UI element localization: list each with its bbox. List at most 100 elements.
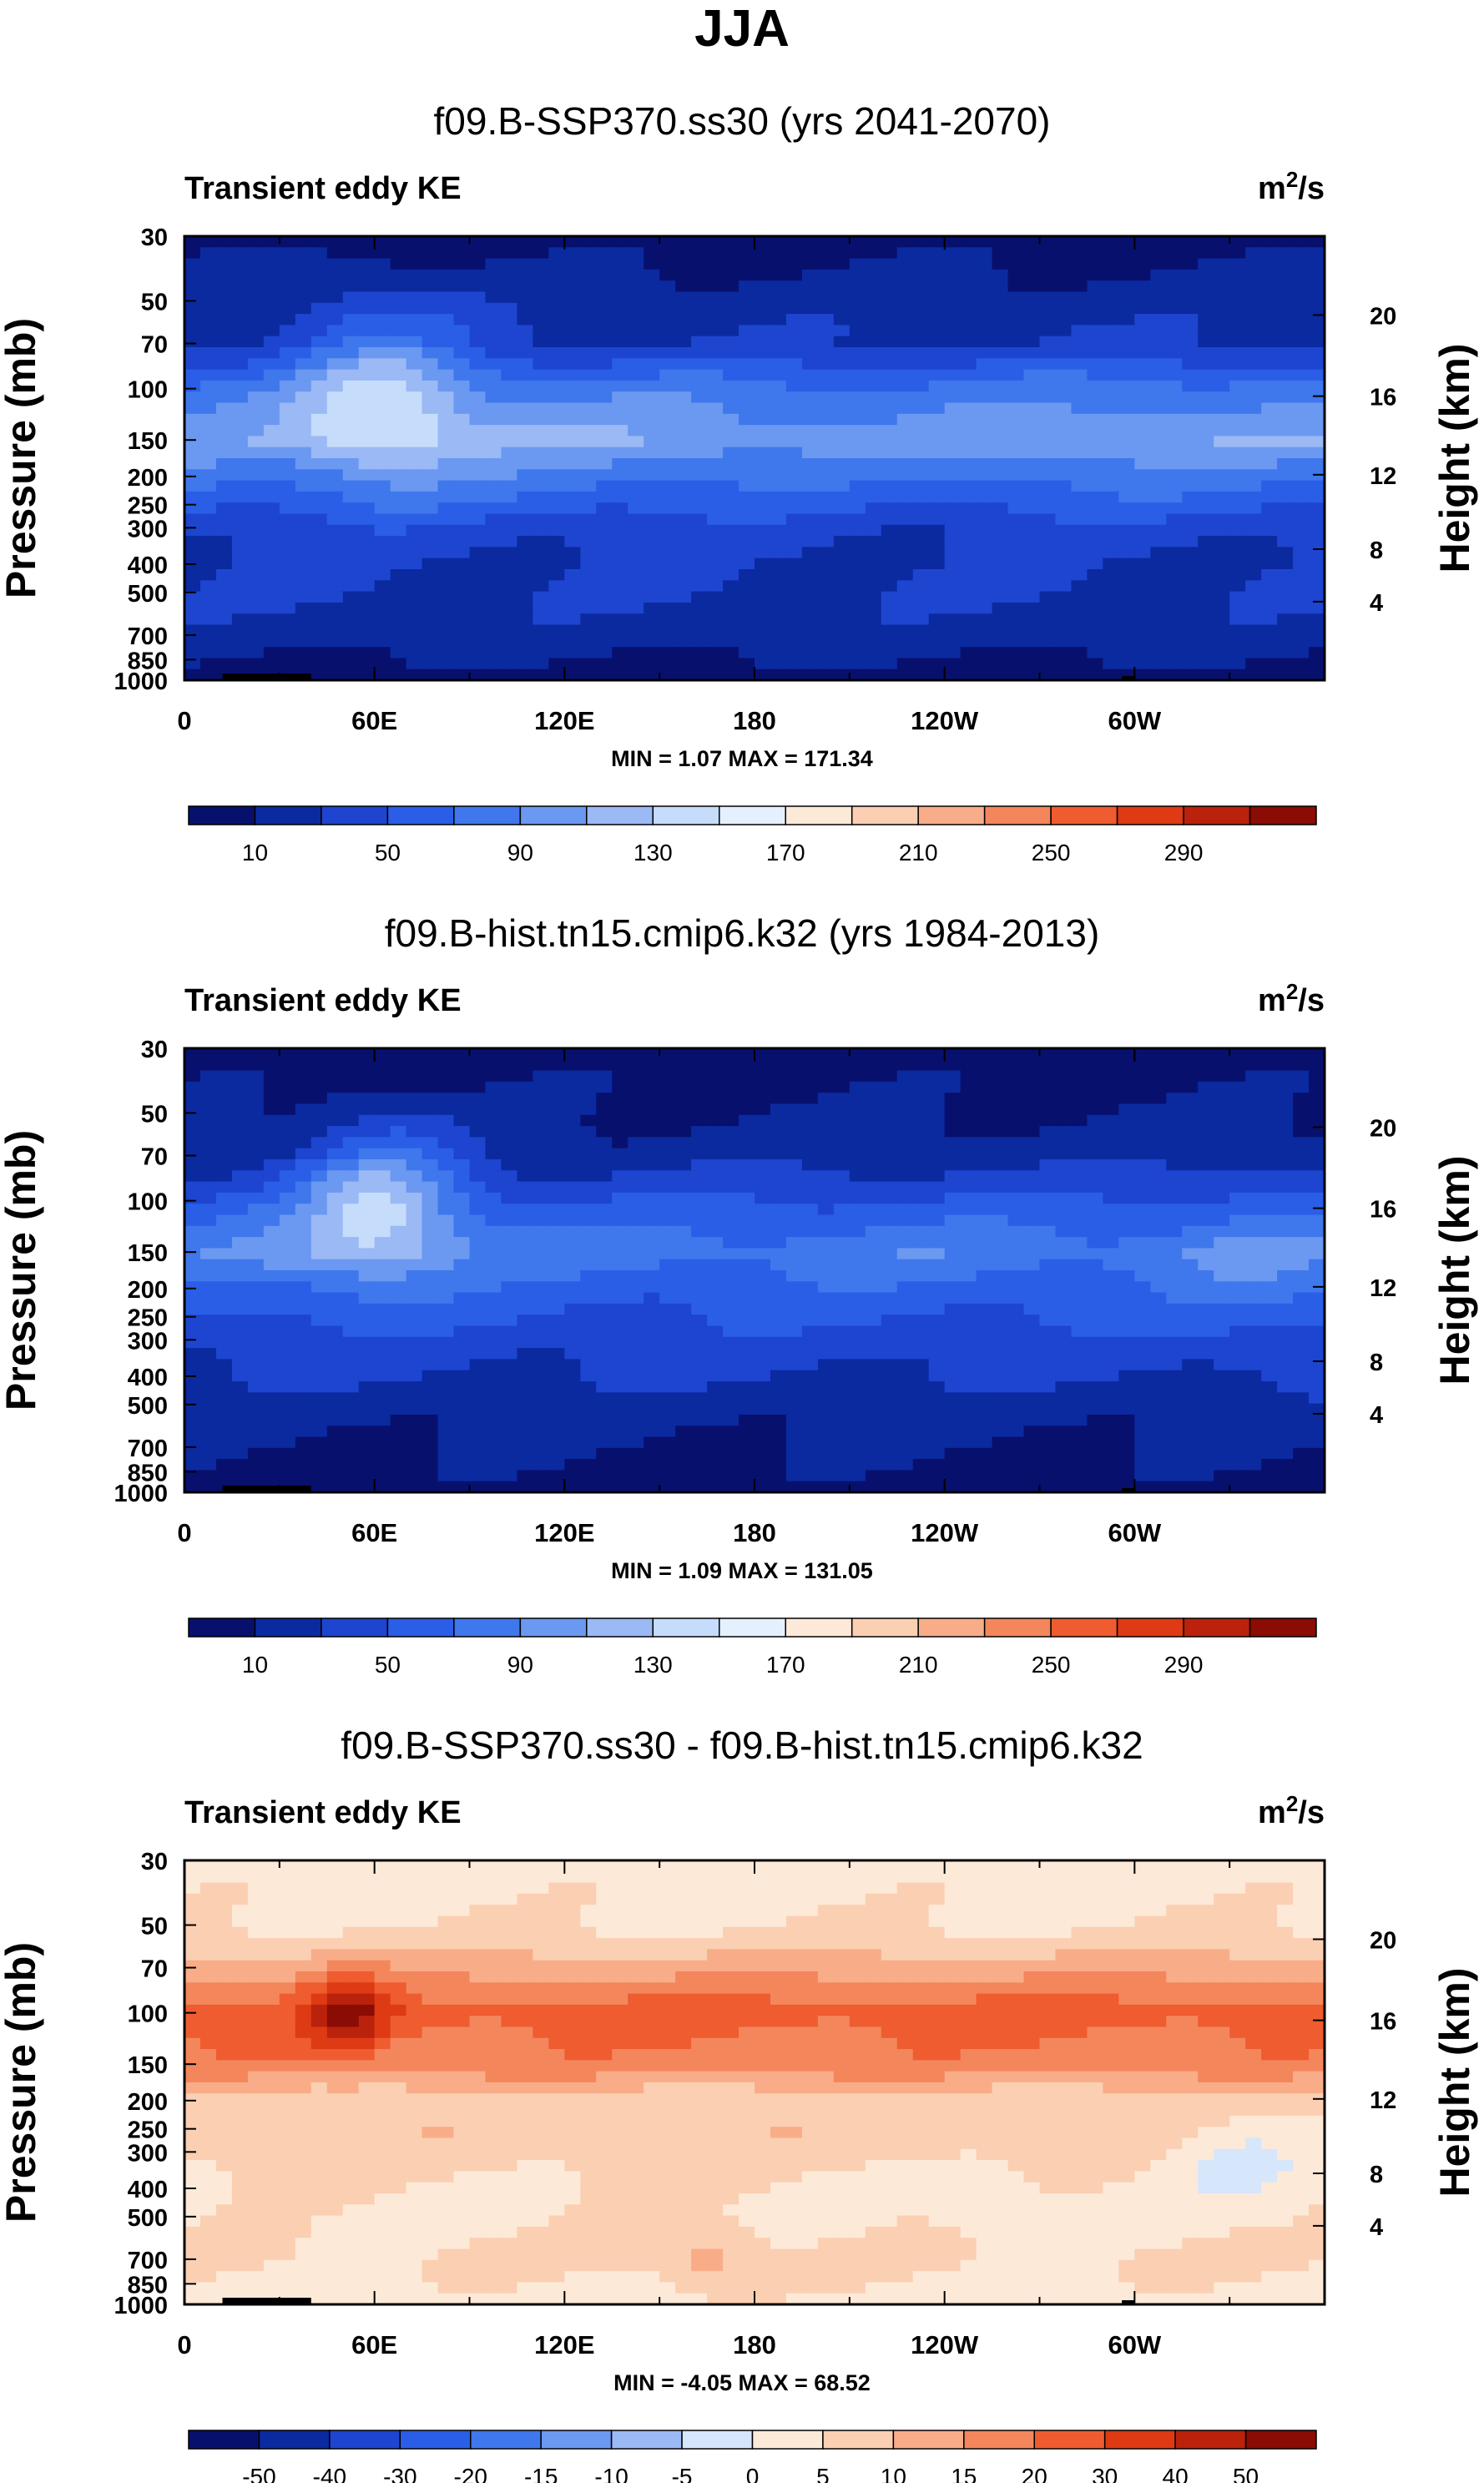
contour-cell [1150,413,1167,426]
contour-cell [580,558,597,570]
contour-cell [612,1159,628,1171]
contour-cell [1277,269,1294,281]
contour-cell [485,1093,502,1105]
contour-cell [896,358,914,371]
contour-cell [833,1103,851,1116]
contour-cell [1134,425,1151,437]
contour-cell [263,1325,280,1338]
contour-cell [421,447,439,459]
contour-cell [881,302,898,315]
contour-cell [1023,1292,1041,1305]
contour-cell [960,291,977,304]
contour-cell [896,425,914,437]
contour-cell [849,1204,866,1216]
contour-cell [263,1214,280,1227]
contour-cell [1055,1170,1073,1183]
contour-cell [199,314,217,326]
contour-cell [739,1336,755,1349]
contour-cell [596,502,613,515]
contour-cell [279,458,296,470]
contour-cell [326,1148,344,1160]
contour-cell [453,1192,471,1204]
contour-cell [596,413,613,426]
contour-cell [1118,658,1135,670]
contour-cell [881,380,898,392]
contour-cell [755,380,771,392]
contour-cell [644,458,660,470]
contour-cell [295,269,312,281]
y-tick-label: 300 [128,516,168,543]
contour-cell [675,1259,692,1271]
contour-cell [485,1292,502,1305]
contour-cell [295,591,312,603]
contour-cell [580,1192,597,1204]
contour-cell [707,491,724,503]
contour-cell [1071,1204,1088,1216]
contour-cell [215,458,233,470]
contour-cell [1229,502,1246,515]
contour-cell [675,236,692,248]
contour-cell [1055,447,1073,459]
contour-cell [263,369,280,381]
contour-cell [1293,458,1310,470]
contour-cell [881,369,898,381]
contour-cell [596,536,613,548]
contour-cell [785,336,803,348]
contour-cell [1071,280,1088,293]
contour-cell [501,1093,518,1105]
contour-cell [406,658,423,670]
y-tick-label: 850 [128,648,168,674]
contour-cell [1134,569,1151,581]
contour-cell [1293,1315,1310,1327]
contour-cell [1134,502,1151,515]
contour-cell [1245,1093,1262,1105]
contour-cell [691,1192,708,1204]
contour-cell [485,247,502,260]
contour-cell [485,458,502,470]
contour-cell [326,1270,344,1282]
contour-cell [1150,402,1167,415]
contour-cell [199,1237,217,1249]
contour-cell [770,1126,787,1138]
contour-cell [517,280,533,293]
contour-cell [944,1170,962,1183]
contour-cell [833,325,851,337]
contour-cell [279,524,296,537]
contour-cell [1071,325,1088,337]
contour-cell [501,269,518,281]
y-tick-label: 700 [128,623,168,650]
contour-cell [1087,1170,1103,1183]
contour-cell [215,436,233,448]
contour-cell [1245,402,1262,415]
contour-cell [1214,635,1230,648]
contour-cell [453,247,471,260]
contour-cell [755,1126,771,1138]
contour-cell [1261,458,1278,470]
contour-cell [833,1093,851,1105]
contour-cell [231,1225,249,1238]
contour-cell [707,258,724,270]
contour-cell [1261,1170,1278,1183]
contour-cell [580,1204,597,1216]
contour-cell [501,1148,518,1160]
contour-cell [1087,524,1103,537]
contour-cell [1229,391,1246,404]
contour-cell [1007,502,1025,515]
contour-cell [739,336,755,348]
contour-cell [1055,1181,1073,1194]
contour-cell [817,1059,835,1072]
contour-cell [896,402,914,415]
contour-cell [247,236,265,248]
contour-cell [707,425,724,437]
contour-cell [390,1192,407,1204]
contour-cell [912,602,930,614]
contour-cell [739,347,755,359]
contour-cell [691,391,708,404]
contour-cell [279,380,296,392]
contour-cell [1134,1148,1151,1160]
contour-cell [533,635,549,648]
contour-cell [358,502,376,515]
contour-cell [707,1292,724,1305]
contour-cell [533,1170,549,1183]
contour-cell [406,302,423,315]
